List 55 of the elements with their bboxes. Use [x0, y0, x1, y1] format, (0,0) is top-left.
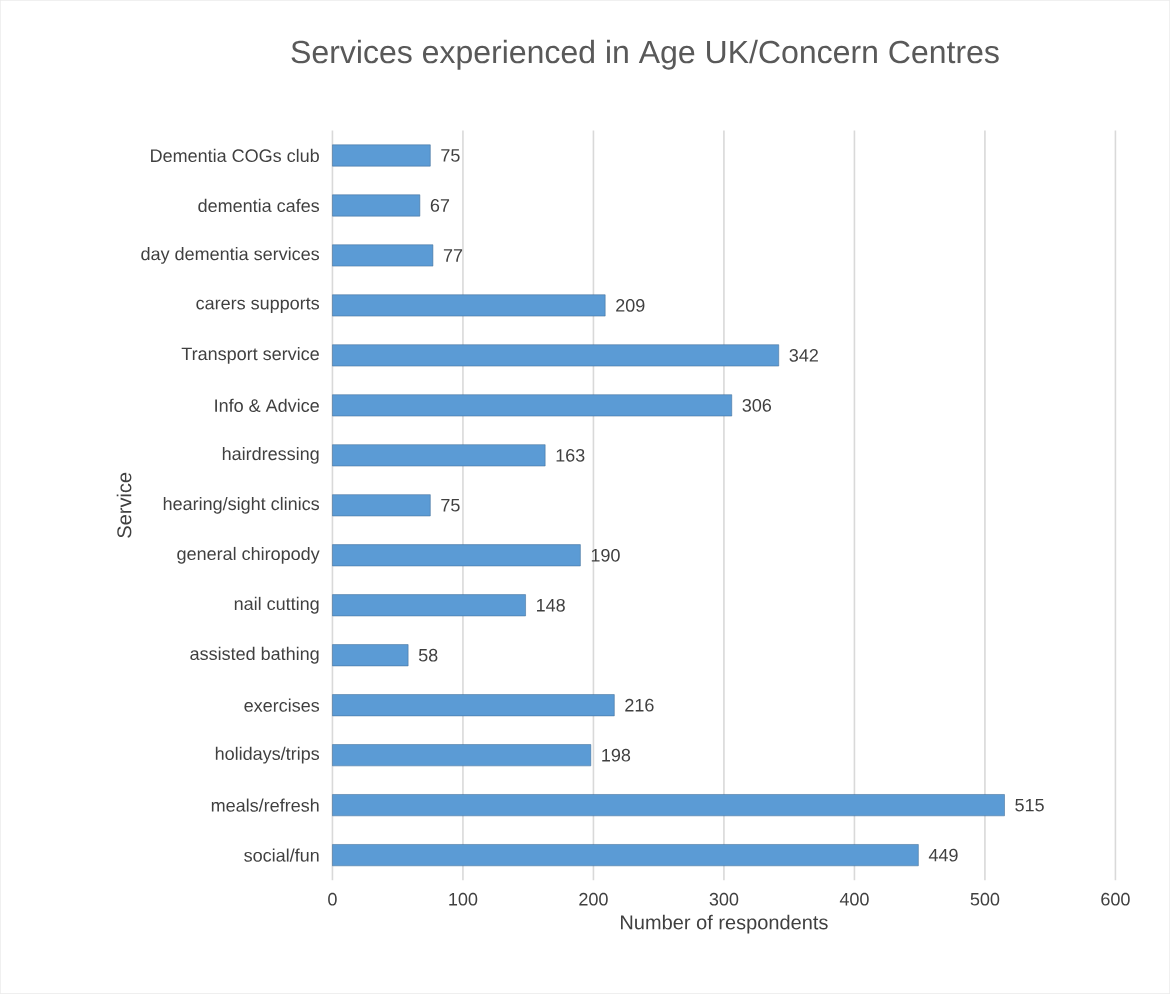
- data-label: 75: [441, 149, 460, 162]
- y-tick-label: assisted bathing: [190, 646, 319, 664]
- bar: [332, 144, 431, 167]
- bar: [332, 594, 526, 617]
- y-tick-label: hearing/sight clinics: [163, 496, 320, 514]
- x-tick-label: 600: [1101, 892, 1130, 906]
- bar: [332, 444, 546, 467]
- bar: [332, 394, 733, 417]
- bar: [332, 694, 615, 717]
- y-tick-label: social/fun: [244, 848, 319, 862]
- y-tick-label: dementia cafes: [198, 198, 320, 213]
- x-tick-label: 400: [839, 892, 869, 906]
- x-tick-label: 200: [579, 892, 608, 906]
- data-label: 75: [441, 499, 460, 512]
- x-tick-label: 500: [970, 892, 1000, 906]
- y-tick-label: nail cutting: [234, 596, 319, 614]
- y-tick-label: exercises: [244, 698, 320, 712]
- x-tick-label: 100: [449, 892, 478, 906]
- y-tick-label: meals/refresh: [211, 798, 319, 812]
- y-tick-label: Transport service: [181, 347, 319, 364]
- x-tick-label: 300: [709, 892, 739, 906]
- y-tick-label: holidays/trips: [215, 746, 320, 764]
- bar: [332, 644, 409, 667]
- data-label: 67: [430, 199, 450, 212]
- x-axis-title: Number of respondents: [621, 914, 828, 934]
- y-tick-label: hairdressing: [222, 446, 319, 464]
- bar: [332, 344, 780, 367]
- y-tick-label: day dementia services: [141, 247, 320, 264]
- bar: [332, 794, 1005, 817]
- data-label: 209: [616, 299, 645, 312]
- y-tick-label: general chiropody: [177, 546, 320, 564]
- y-tick-label: Info & Advice: [215, 398, 319, 412]
- bar: [332, 294, 606, 317]
- data-label: 163: [556, 448, 585, 462]
- data-label: 216: [625, 698, 654, 712]
- chart-title: Services experienced in Age UK/Concern Centres: [291, 39, 999, 70]
- data-label: 306: [742, 399, 772, 412]
- bar: [332, 544, 581, 567]
- bar: [332, 244, 434, 267]
- data-label: 342: [789, 349, 818, 362]
- data-label: 515: [1015, 798, 1044, 812]
- bar: [332, 494, 431, 517]
- data-label: 449: [928, 848, 958, 862]
- x-tick-label: 0: [328, 892, 337, 906]
- bar: [332, 844, 919, 867]
- data-label: 77: [443, 249, 463, 262]
- data-label: 148: [537, 598, 565, 612]
- y-tick-label: carers supports: [196, 297, 320, 314]
- y-tick-label: Dementia COGs club: [151, 148, 319, 163]
- data-label: 190: [591, 548, 620, 562]
- bar: [332, 194, 421, 217]
- bar: [332, 744, 592, 767]
- data-label: 58: [418, 648, 438, 662]
- y-axis-title: Service: [116, 472, 132, 538]
- data-label: 198: [602, 748, 631, 762]
